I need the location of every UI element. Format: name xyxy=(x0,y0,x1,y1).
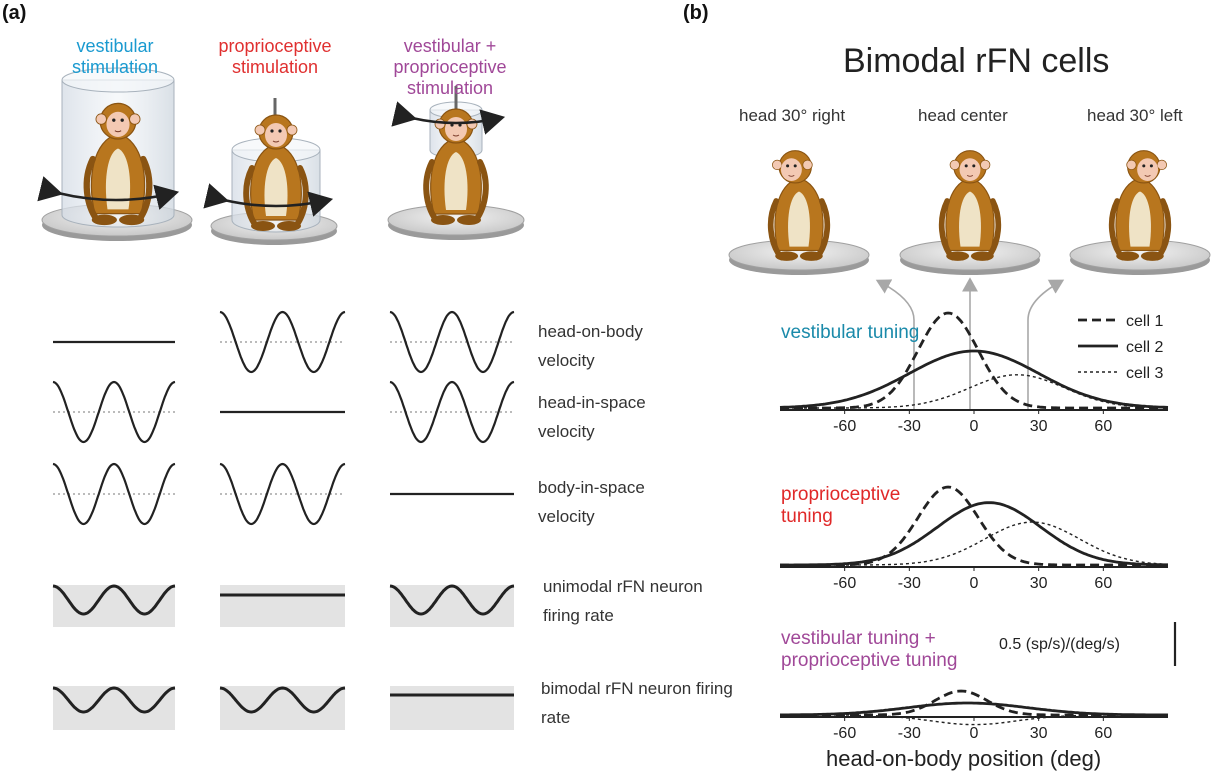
position-arrow xyxy=(1027,279,1065,410)
row-label-body-in-space: body-in-space velocity xyxy=(538,478,645,526)
tuning-curve-cell-2 xyxy=(780,701,1169,717)
tuning-curve-cell-3 xyxy=(780,374,1168,409)
rotation-arrow-icon xyxy=(203,183,334,217)
tuning-label-combined: vestibular tuning + proprioceptive tunin… xyxy=(781,628,958,671)
row-label-bimodal: bimodal rFN neuron firing rate xyxy=(541,679,733,727)
row-label-head-in-space: head-in-space velocity xyxy=(538,393,646,441)
x-tick-label: -30 xyxy=(898,575,921,592)
monkey-icon xyxy=(243,114,309,231)
tuning-curve-cell-2 xyxy=(779,349,1169,409)
tuning-curve-cell-3 xyxy=(780,714,1168,726)
rotation-arrow-icon xyxy=(391,101,506,135)
x-tick-label: 30 xyxy=(1030,418,1048,435)
tuning-curve-cell-1 xyxy=(780,689,1168,717)
panel-a-letter: (a) xyxy=(2,2,27,24)
tuning-label-vestibular: vestibular tuning xyxy=(781,322,920,343)
x-tick-label: 0 xyxy=(970,575,979,592)
velocity-trace xyxy=(219,310,346,374)
position-label-center: head center xyxy=(918,106,1008,125)
x-tick-label: -60 xyxy=(833,575,856,592)
scale-bar-label: 0.5 (sp/s)/(deg/s) xyxy=(999,636,1120,653)
legend-cell-2: cell 2 xyxy=(1126,339,1164,356)
chart-title: Bimodal rFN cells xyxy=(843,42,1110,80)
tuning-curve-cell-3 xyxy=(780,521,1169,566)
panel-b-letter: (b) xyxy=(683,2,709,24)
panel-a-traces xyxy=(52,310,515,730)
rotation-arrow-icon xyxy=(37,176,180,210)
x-axis-label: head-on-body position (deg) xyxy=(826,746,1102,771)
monkey-icon xyxy=(767,150,831,261)
x-tick-label: -60 xyxy=(833,725,856,742)
velocity-trace xyxy=(389,584,515,616)
velocity-trace xyxy=(52,462,176,526)
velocity-trace xyxy=(52,686,176,714)
velocity-trace xyxy=(389,310,515,374)
firing-rate-shading xyxy=(390,686,514,730)
x-tick-label: 30 xyxy=(1030,725,1048,742)
monkey-icon xyxy=(938,150,1002,261)
tuning-curve-cell-2 xyxy=(780,501,1168,567)
panel-a-illustrations xyxy=(37,67,525,245)
firing-rate-shading xyxy=(220,686,345,730)
firing-rate-shading xyxy=(220,585,345,627)
x-tick-label: -30 xyxy=(898,418,921,435)
velocity-trace xyxy=(52,380,176,444)
monkey-icon xyxy=(1108,150,1172,261)
velocity-trace xyxy=(219,686,346,714)
condition-label-vestibular: vestibular stimulation xyxy=(71,36,159,77)
row-label-unimodal: unimodal rFN neuron firing rate xyxy=(543,577,703,625)
panel-b-illustrations xyxy=(728,150,1211,410)
velocity-trace xyxy=(219,462,346,526)
tuning-curve-cell-1 xyxy=(780,311,1168,410)
x-tick-label: 0 xyxy=(970,418,979,435)
x-tick-label: -60 xyxy=(833,418,856,435)
firing-rate-shading xyxy=(53,686,175,730)
condition-label-proprioceptive: proprioceptive stimulation xyxy=(218,36,332,77)
tuning-chart: -60 -30 0 30 60 -60 -30 0 30 60 -60 -30 0 30 60 xyxy=(779,311,1177,742)
velocity-trace xyxy=(52,584,176,616)
position-label-right: head 30° right xyxy=(739,106,846,125)
tuning-label-proprioceptive: proprioceptive tuning xyxy=(781,484,901,527)
x-tick-label: -30 xyxy=(898,725,921,742)
condition-label-combined: vestibular + proprioceptive stimulation xyxy=(393,36,507,98)
x-tick-label: 60 xyxy=(1094,575,1112,592)
x-tick-label: 0 xyxy=(970,725,979,742)
position-label-left: head 30° left xyxy=(1087,106,1183,125)
position-arrow xyxy=(875,279,915,410)
legend-cell-1: cell 1 xyxy=(1126,313,1164,330)
x-tick-label: 60 xyxy=(1094,418,1112,435)
velocity-trace xyxy=(389,380,515,444)
x-tick-label: 60 xyxy=(1094,725,1112,742)
row-label-head-on-body: head-on-body velocity xyxy=(538,322,643,370)
x-tick-label: 30 xyxy=(1030,575,1048,592)
legend-cell-3: cell 3 xyxy=(1126,365,1164,382)
